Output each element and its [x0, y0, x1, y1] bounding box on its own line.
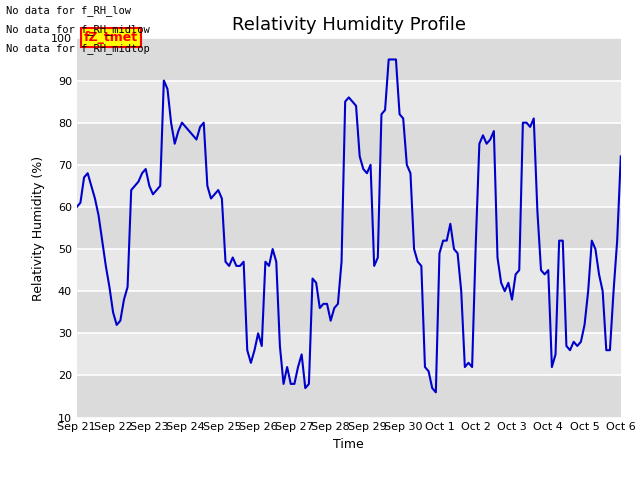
Text: fZ_tmet: fZ_tmet	[84, 31, 138, 44]
Text: No data for f_RH_low: No data for f_RH_low	[6, 5, 131, 16]
Bar	[77, 207, 621, 249]
X-axis label: Time: Time	[333, 438, 364, 451]
Text: No data for f_RH_midtop: No data for f_RH_midtop	[6, 43, 150, 54]
Bar	[77, 291, 621, 333]
Bar	[77, 123, 621, 165]
Bar	[77, 38, 621, 81]
Text: No data for f_RH_midlow: No data for f_RH_midlow	[6, 24, 150, 35]
Bar	[77, 375, 621, 418]
Title: Relativity Humidity Profile: Relativity Humidity Profile	[232, 16, 466, 34]
Y-axis label: Relativity Humidity (%): Relativity Humidity (%)	[33, 156, 45, 300]
